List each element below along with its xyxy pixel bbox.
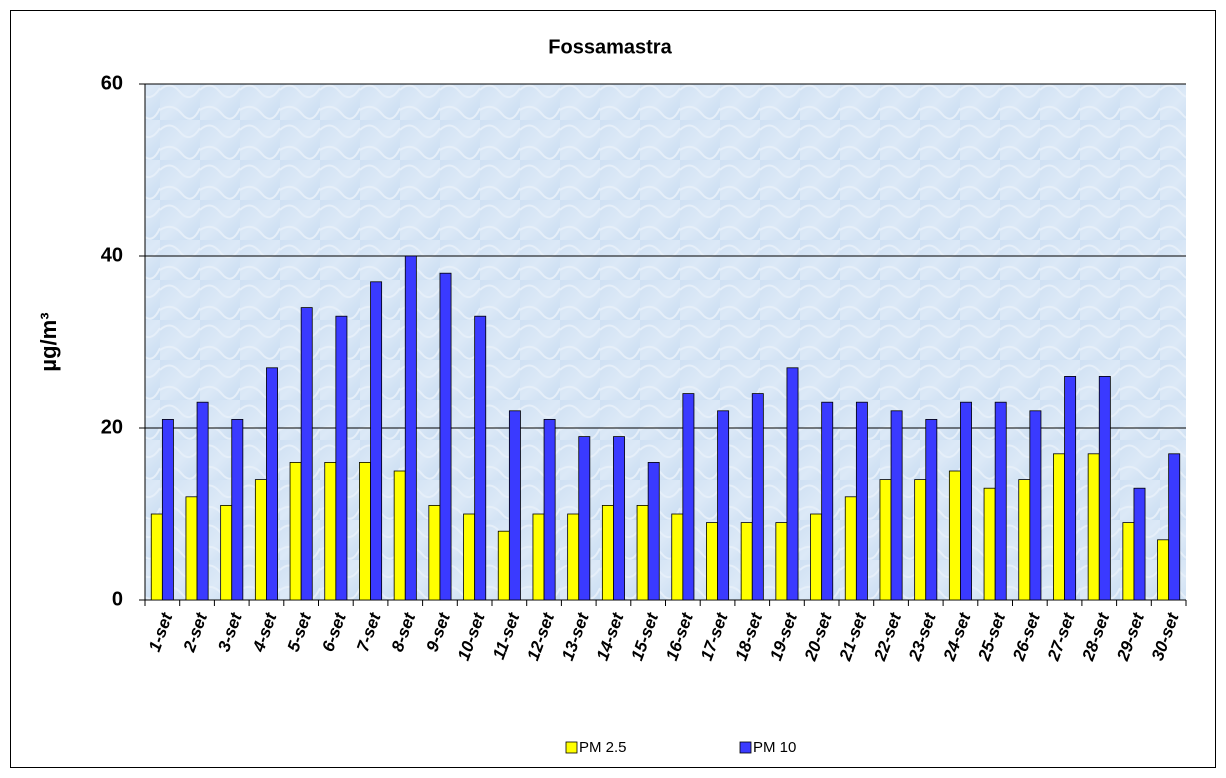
bar <box>289 461 302 601</box>
bar <box>810 513 823 601</box>
bar <box>463 513 476 601</box>
bar <box>393 470 406 601</box>
bar <box>879 479 892 601</box>
bar <box>1087 453 1100 601</box>
bar <box>428 504 441 601</box>
bar <box>532 513 545 601</box>
bar <box>231 418 244 601</box>
bar <box>1168 453 1181 601</box>
bar <box>601 504 614 601</box>
bar <box>1029 410 1042 601</box>
bar <box>300 307 313 601</box>
bar <box>671 513 684 601</box>
bar <box>1122 522 1135 601</box>
y-tick-label: 60 <box>101 72 123 94</box>
legend-label: PM 2.5 <box>579 739 627 756</box>
bar <box>266 367 278 601</box>
bar <box>948 470 961 601</box>
bar <box>1018 479 1031 601</box>
bar <box>497 530 510 601</box>
bar <box>359 461 371 601</box>
bar <box>161 418 174 601</box>
bar <box>844 496 857 601</box>
bar <box>925 418 938 601</box>
bar <box>682 393 695 601</box>
bar <box>740 522 753 601</box>
bar <box>185 496 198 601</box>
bar <box>439 272 452 601</box>
bar <box>335 315 348 601</box>
bar <box>994 401 1007 601</box>
bar <box>1053 453 1065 601</box>
bar <box>474 315 487 601</box>
bar <box>960 401 972 601</box>
plot-area <box>145 84 1186 600</box>
bar <box>254 479 267 601</box>
bar <box>706 522 718 601</box>
bar <box>1133 487 1146 601</box>
legend-swatch <box>565 741 578 754</box>
chart-title: Fossamastra <box>548 36 672 58</box>
bar <box>196 401 209 601</box>
legend-label: PM 10 <box>753 739 796 756</box>
bar <box>508 410 521 601</box>
bar <box>220 504 233 601</box>
bar <box>1098 375 1111 601</box>
bar <box>786 367 799 601</box>
bar <box>636 504 649 601</box>
bar <box>543 418 556 601</box>
bar <box>1157 539 1170 601</box>
bar <box>717 410 730 601</box>
bar <box>821 401 834 601</box>
bar <box>855 401 868 601</box>
bar <box>578 436 591 601</box>
legend-swatch <box>739 741 752 754</box>
bar <box>370 281 383 601</box>
y-tick-label: 40 <box>101 244 123 266</box>
bar <box>914 479 927 601</box>
bar <box>751 393 764 601</box>
bar <box>983 487 996 601</box>
y-tick-label: 20 <box>101 416 123 438</box>
bar <box>775 522 788 601</box>
y-axis-label: µg/m³ <box>36 312 61 371</box>
bar <box>150 513 163 601</box>
bar <box>890 410 903 601</box>
bar <box>647 461 660 601</box>
bar <box>613 436 625 601</box>
bar <box>324 461 337 601</box>
bar <box>404 255 417 601</box>
bar <box>1064 375 1077 601</box>
bar <box>567 513 580 601</box>
y-tick-label: 0 <box>112 588 123 610</box>
